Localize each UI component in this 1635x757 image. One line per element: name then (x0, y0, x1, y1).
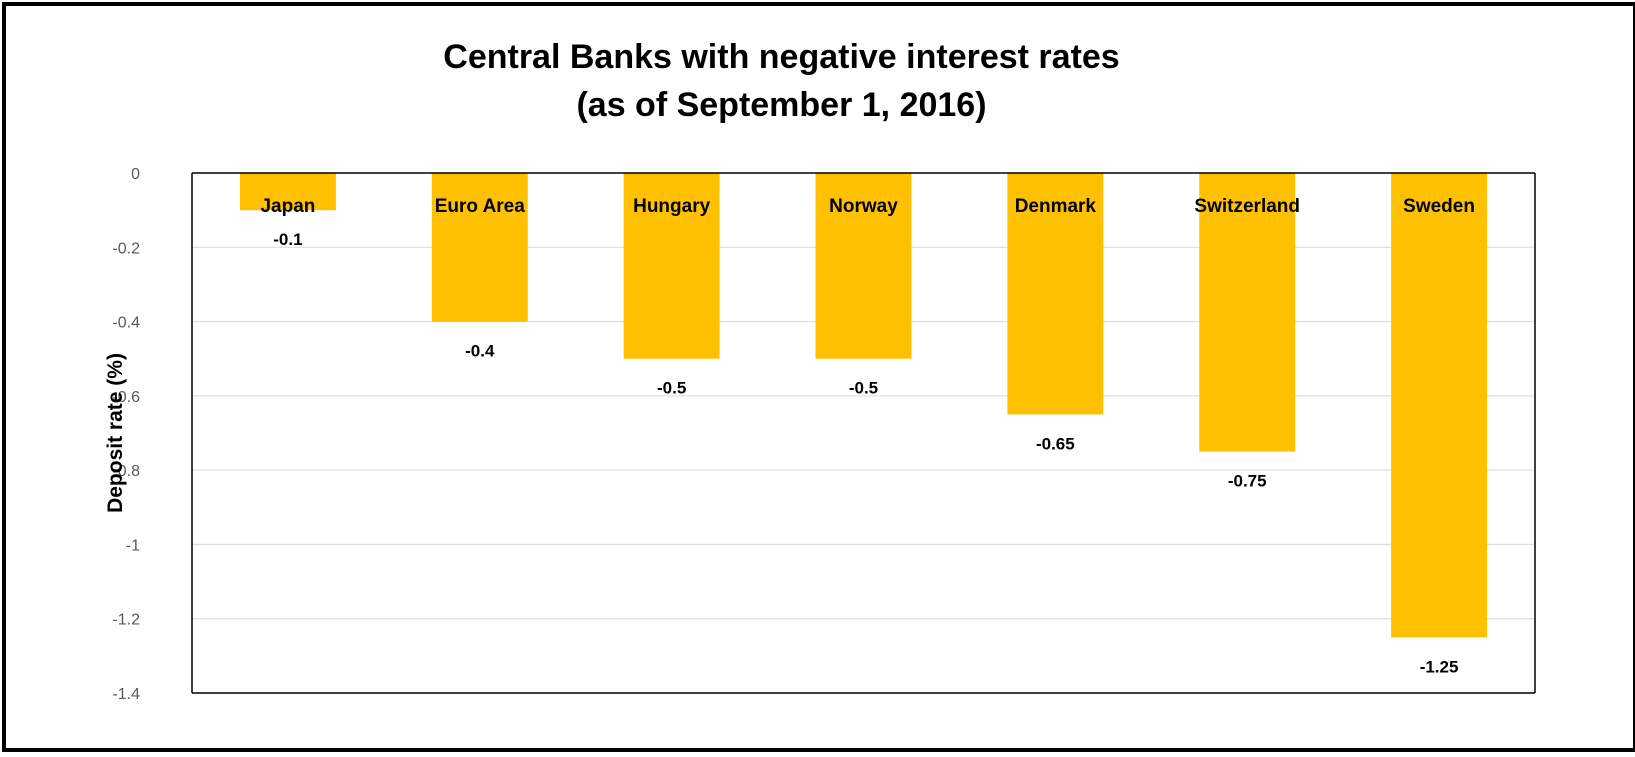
y-tick-label: -1 (126, 537, 140, 554)
y-tick-label: 0 (131, 166, 140, 183)
category-label: Denmark (1015, 196, 1097, 217)
y-tick-label: -0.6 (112, 389, 140, 406)
category-label: Switzerland (1194, 196, 1300, 217)
chart-subtitle: (as of September 1, 2016) (576, 86, 987, 124)
data-label: -0.5 (849, 379, 878, 398)
bar (431, 173, 528, 322)
data-label: -0.1 (273, 230, 302, 249)
bar (1391, 173, 1488, 638)
data-label: -1.25 (1420, 657, 1459, 676)
data-label: -0.65 (1036, 434, 1075, 453)
y-tick-label: -0.8 (112, 463, 140, 480)
bar (1007, 173, 1104, 415)
bar (623, 173, 720, 359)
y-axis-title: Deposit rate (%) (104, 353, 127, 513)
y-tick-label: -1.4 (112, 686, 140, 703)
data-label: -0.5 (657, 379, 686, 398)
category-label: Norway (829, 196, 898, 217)
axes (191, 172, 1536, 694)
category-label: Euro Area (435, 196, 526, 217)
y-tick-label: -0.4 (112, 315, 140, 332)
labels: 0 -0.2 -0.4 -0.6 -0.8 -1 -1.2 -1.4 Japan -0.1 Euro… (104, 166, 1475, 703)
bar (239, 173, 336, 211)
y-tick-label: -1.2 (112, 612, 140, 629)
y-tick-label: -0.2 (112, 240, 140, 257)
bar (815, 173, 912, 359)
data-label: -0.75 (1228, 472, 1267, 491)
category-label: Japan (260, 196, 315, 217)
data-label: -0.4 (465, 342, 495, 361)
category-label: Sweden (1403, 196, 1475, 217)
category-label: Hungary (633, 196, 711, 217)
bar (1199, 173, 1296, 452)
chart-title: Central Banks with negative interest rat… (443, 38, 1120, 76)
bars (239, 173, 1488, 638)
